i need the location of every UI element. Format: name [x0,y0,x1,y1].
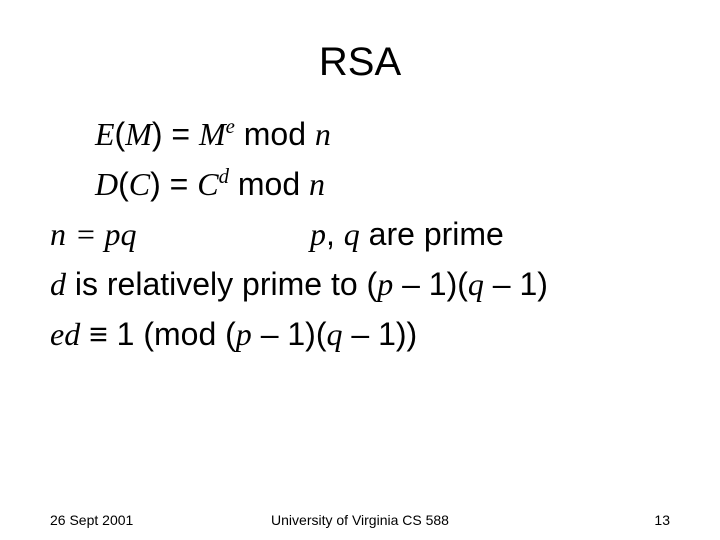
slide-title: RSA [50,40,670,85]
row-n-pq: n = pq p, q are prime [50,210,670,258]
equation-encrypt: E(M) = Me mod n [50,110,670,158]
slide: RSA E(M) = Me mod n D(C) = Cd mod n n = … [0,0,720,540]
row-ed-congruent: ed ≡ 1 (mod (p – 1)(q – 1)) [50,310,670,358]
equation-decrypt: D(C) = Cd mod n [50,160,670,208]
slide-body: E(M) = Me mod n D(C) = Cd mod n n = pq p… [50,110,670,358]
row-d-relprime: d is relatively prime to (p – 1)(q – 1) [50,260,670,308]
footer-page: 13 [654,512,670,528]
footer-center: University of Virginia CS 588 [0,512,720,528]
